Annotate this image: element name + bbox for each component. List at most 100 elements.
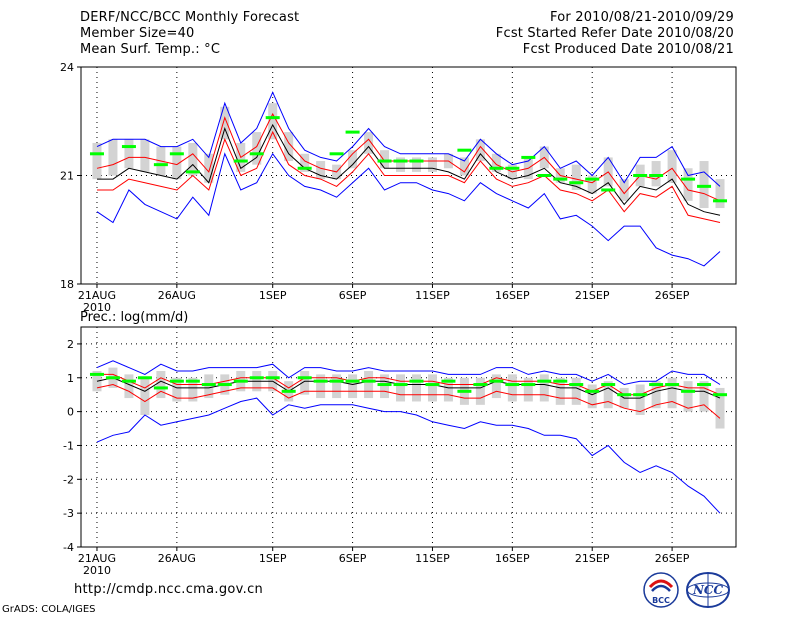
spread-box (316, 374, 326, 399)
spread-box (411, 374, 421, 402)
ncc-logo: NCC (686, 572, 730, 608)
spread-box (92, 371, 102, 392)
median-mark (633, 393, 648, 397)
median-mark (393, 159, 408, 163)
median-mark (329, 152, 344, 156)
spread-box (571, 164, 581, 190)
x-tick-label: 21AUG (78, 552, 116, 565)
spread-box (348, 150, 358, 169)
spread-box (300, 153, 310, 172)
spread-box (571, 377, 581, 405)
median-mark (185, 170, 200, 174)
spread-box (92, 142, 102, 180)
median-mark (441, 379, 456, 383)
spread-box (364, 371, 374, 399)
spread-box (268, 103, 278, 140)
median-mark (169, 152, 184, 156)
median-mark (697, 184, 712, 188)
spread-box (284, 132, 294, 162)
median-mark (217, 383, 232, 387)
spread-box (348, 374, 358, 399)
member-size: Member Size=40 (80, 26, 195, 41)
spread-box (603, 381, 613, 409)
x-tick-label: 21AUG (78, 289, 116, 302)
median-mark (649, 174, 664, 177)
spread-box (699, 381, 709, 412)
median-mark (329, 379, 344, 383)
series-upper-line (97, 373, 721, 396)
median-mark (553, 379, 568, 383)
bcc-logo: BCC (643, 572, 679, 608)
x-year-label: 2010 (83, 301, 111, 314)
series-max-line (96, 91, 721, 187)
series-mean-line (96, 377, 721, 399)
series-mean-line (97, 123, 721, 216)
median-mark (121, 379, 136, 383)
spread-box (204, 374, 214, 399)
x-tick-label: 21SEP (575, 552, 610, 565)
median-mark (633, 174, 648, 177)
median-mark (297, 166, 312, 170)
median-mark (521, 383, 536, 387)
median-mark (505, 383, 520, 387)
x-tick-label: 16SEP (495, 552, 530, 565)
spread-box (667, 377, 677, 409)
median-mark (89, 152, 104, 156)
source-url[interactable]: http://cmdp.ncc.cma.gov.cn (74, 582, 264, 597)
median-mark (537, 379, 552, 383)
spread-box (124, 374, 134, 399)
median-mark (281, 389, 296, 393)
spread-box (587, 175, 597, 194)
median-mark (377, 383, 392, 387)
spread-box (252, 132, 262, 165)
spread-box (140, 377, 150, 415)
spread-box (396, 374, 406, 402)
spread-box (651, 161, 661, 187)
spread-box (172, 146, 182, 180)
median-mark (153, 163, 168, 167)
spread-box (491, 153, 501, 172)
spread-box (427, 374, 437, 402)
y-tick-label: -1 (63, 439, 74, 452)
median-mark (697, 383, 712, 387)
series-max-line (96, 360, 721, 386)
y-tick-label: -4 (63, 541, 74, 554)
spread-box (523, 377, 533, 402)
median-mark (121, 145, 136, 149)
spread-box (108, 139, 118, 176)
header-right: For 2010/08/21-2010/09/29 Fcst Started R… (496, 10, 734, 58)
forecast-period: For 2010/08/21-2010/09/29 (550, 10, 734, 25)
spread-box (699, 161, 709, 209)
spread-box (683, 168, 693, 201)
y-tick-label: 2 (67, 338, 74, 351)
median-mark (409, 159, 424, 163)
median-mark (473, 383, 488, 387)
x-tick-label: 26AUG (158, 552, 196, 565)
spread-box (300, 371, 310, 395)
y-tick-label: 1 (67, 372, 74, 385)
median-mark (457, 148, 472, 152)
median-mark (89, 372, 104, 376)
median-mark (569, 181, 584, 185)
median-mark (249, 152, 264, 156)
median-mark (153, 386, 168, 390)
median-mark (105, 376, 120, 380)
x-tick-label: 26SEP (655, 289, 690, 302)
median-mark (345, 130, 360, 134)
spread-box (204, 153, 214, 183)
median-mark (537, 174, 552, 177)
x-tick-label: 6SEP (339, 289, 367, 302)
median-mark (297, 376, 312, 380)
ncc-logo-text: NCC (692, 583, 724, 597)
refer-date: Fcst Started Refer Date 2010/08/20 (495, 26, 734, 41)
median-mark (201, 383, 216, 387)
spread-box (380, 150, 390, 169)
x-tick-label: 26SEP (655, 552, 690, 565)
grads-credit: GrADS: COLA/IGES (2, 604, 96, 615)
spread-box (380, 374, 390, 399)
median-mark (457, 389, 472, 393)
spread-box (140, 139, 150, 172)
x-tick-label: 26AUG (158, 289, 196, 302)
x-year-label: 2010 (83, 564, 111, 577)
median-mark (713, 199, 728, 203)
